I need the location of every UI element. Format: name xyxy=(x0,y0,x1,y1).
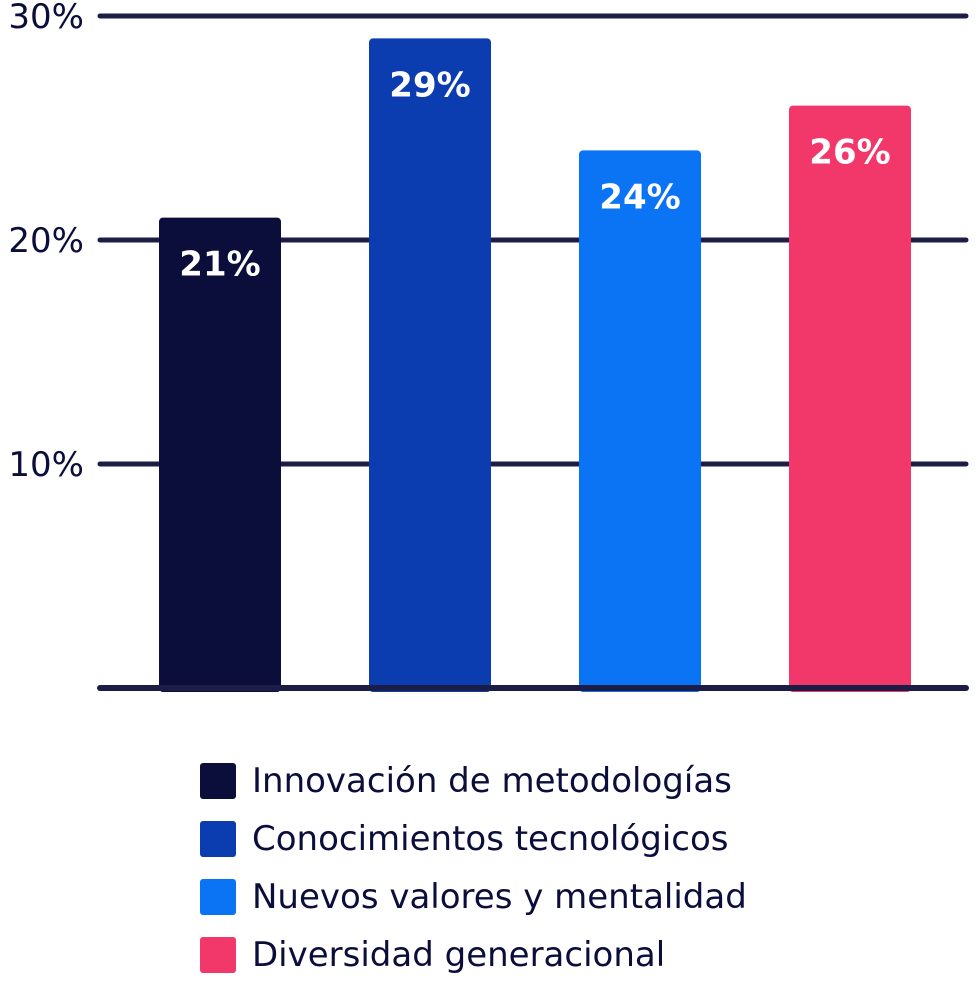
legend-swatch xyxy=(200,821,236,857)
legend-item: Nuevos valores y mentalidad xyxy=(200,868,900,926)
legend-label: Diversidad generacional xyxy=(252,935,666,975)
bar xyxy=(579,150,701,692)
data-labels: 21% 29% 24% 26% xyxy=(179,65,890,284)
y-tick-label: 20% xyxy=(8,221,84,261)
bar-value-label: 21% xyxy=(179,245,260,285)
y-tick-label: 10% xyxy=(8,445,84,485)
legend-label: Conocimientos tecnológicos xyxy=(252,819,729,859)
bar-chart: 10% 20% 30% 21% 29% 24% 26% xyxy=(8,0,969,693)
legend-item: Conocimientos tecnológicos xyxy=(200,810,900,868)
y-tick-label: 30% xyxy=(8,0,84,37)
bar xyxy=(789,105,911,693)
bar-value-label: 26% xyxy=(809,133,890,173)
bars xyxy=(159,38,911,693)
bar xyxy=(159,217,281,692)
legend-label: Innovación de metodologías xyxy=(252,761,732,801)
legend-label: Nuevos valores y mentalidad xyxy=(252,877,747,917)
legend: Innovación de metodologías Conocimientos … xyxy=(200,752,900,984)
legend-swatch xyxy=(200,937,236,973)
legend-item: Innovación de metodologías xyxy=(200,752,900,810)
legend-item: Diversidad generacional xyxy=(200,926,900,984)
legend-swatch xyxy=(200,763,236,799)
bar-value-label: 24% xyxy=(599,177,680,217)
bar-value-label: 29% xyxy=(389,65,470,105)
legend-swatch xyxy=(200,879,236,915)
y-axis-ticks: 10% 20% 30% xyxy=(8,0,84,485)
bar xyxy=(369,38,491,692)
